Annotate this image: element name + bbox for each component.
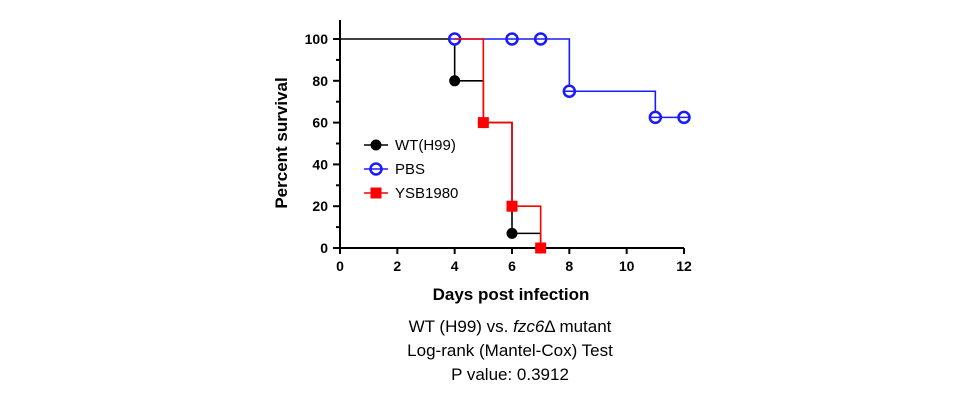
x-tick-label: 0: [336, 258, 344, 274]
series-point: [477, 117, 489, 129]
x-tick-label: 10: [619, 258, 635, 274]
legend-label: WT(H99): [395, 137, 456, 154]
legend-label: PBS: [395, 161, 425, 178]
series-point: [506, 227, 518, 239]
series-line: [454, 38, 684, 119]
caption-line-2: Log-rank (Mantel-Cox) Test: [407, 341, 613, 360]
y-tick-label: 20: [312, 198, 328, 214]
legend-item: WT(H99): [364, 137, 456, 154]
legend-item: YSB1980: [364, 185, 458, 202]
y-axis-title: Percent survival: [272, 77, 291, 208]
series-point: [506, 200, 518, 212]
x-tick-label: 6: [508, 258, 516, 274]
y-tick-label: 80: [312, 73, 328, 89]
series-point: [449, 75, 461, 87]
legend-marker: [370, 139, 382, 151]
caption-line-1-suffix: Δ mutant: [544, 317, 612, 336]
series-layer: [340, 32, 691, 254]
legend-label: YSB1980: [395, 185, 458, 202]
y-tick-label: 60: [312, 115, 328, 131]
x-tick-label: 8: [565, 258, 573, 274]
x-tick-label: 12: [676, 258, 692, 274]
caption-line-1-prefix: WT (H99) vs.: [408, 317, 514, 336]
x-tick-label: 4: [451, 258, 459, 274]
legend: WT(H99) PBS YSB1980: [364, 137, 458, 202]
x-tick-label: 2: [393, 258, 401, 274]
axes: 0 2 4 6 8 10 12 0 20 40 60 80 100: [305, 20, 692, 274]
series-point: [535, 242, 547, 254]
y-tick-label: 100: [305, 31, 329, 47]
series-3: [454, 38, 547, 254]
caption: WT (H99) vs. fzc6Δ mutant Log-rank (Mant…: [300, 315, 720, 387]
legend-item: PBS: [364, 161, 425, 178]
caption-line-1: WT (H99) vs. fzc6Δ mutant: [300, 315, 720, 339]
series-2: [447, 32, 691, 125]
x-axis-title: Days post infection: [433, 285, 590, 304]
y-tick-label: 40: [312, 156, 328, 172]
y-tick-label: 0: [320, 240, 328, 256]
caption-line-3: P value: 0.3912: [451, 365, 569, 384]
legend-marker: [370, 187, 382, 199]
series-line: [454, 38, 542, 248]
caption-gene-name: fzc6: [513, 317, 545, 336]
